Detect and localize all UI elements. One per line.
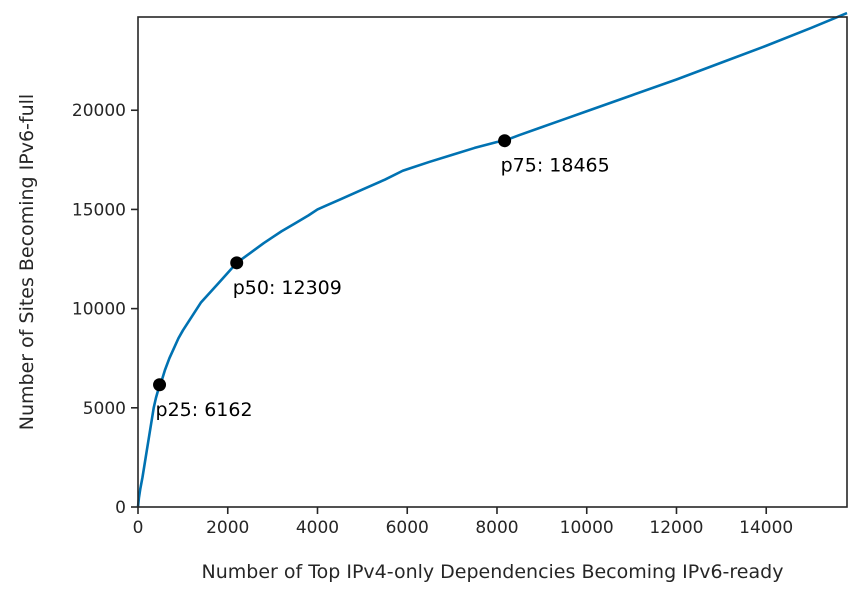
percentile-label: p25: 6162 [156, 399, 253, 421]
y-tick-label: 20000 [72, 101, 126, 121]
y-tick-label: 0 [115, 498, 126, 518]
percentile-label: p50: 12309 [233, 277, 342, 299]
percentile-marker [498, 134, 512, 148]
y-tick-label: 10000 [72, 300, 126, 320]
x-tick-label: 12000 [649, 518, 703, 538]
y-tick-label: 15000 [72, 200, 126, 220]
x-tick-label: 6000 [386, 518, 429, 538]
x-axis-label: Number of Top IPv4-only Dependencies Bec… [202, 561, 784, 583]
percentile-marker [230, 256, 244, 270]
y-tick-label: 5000 [83, 399, 126, 419]
x-tick-label: 10000 [560, 518, 614, 538]
y-axis-label: Number of Sites Becoming IPv6-full [16, 94, 38, 430]
x-tick-label: 14000 [739, 518, 793, 538]
series-line-0 [136, 11, 848, 508]
x-tick-label: 2000 [206, 518, 249, 538]
plot-area: 0 2000 4000 6000 8000 10000 12000 14000 0 5000 100… [72, 11, 848, 538]
x-tick-label: 0 [133, 518, 144, 538]
x-tick-label: 4000 [296, 518, 339, 538]
x-tick-label: 8000 [475, 518, 518, 538]
percentile-label: p75: 18465 [501, 155, 610, 177]
plot-frame [137, 16, 848, 508]
percentile-marker [153, 378, 167, 392]
